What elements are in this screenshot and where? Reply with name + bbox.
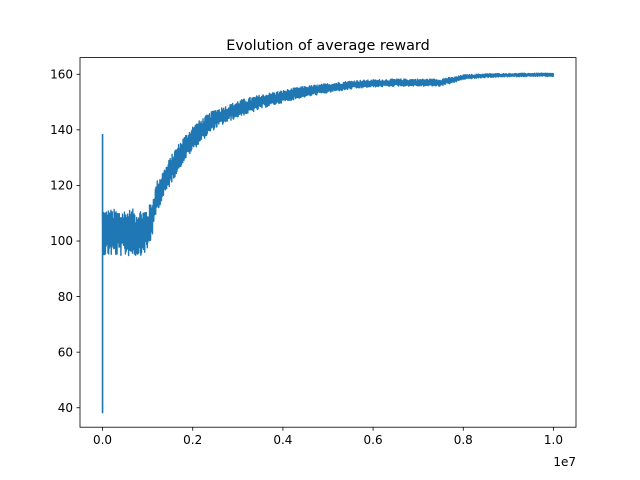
y-tick-label: 140 [50, 123, 73, 137]
x-tick-label: 1.0 [544, 433, 563, 447]
x-tick-label: 0.4 [273, 433, 292, 447]
x-tick-label: 0.8 [454, 433, 473, 447]
y-tick-label: 60 [58, 345, 73, 359]
x-tick-label: 0.6 [364, 433, 383, 447]
x-offset-label: 1e7 [553, 455, 576, 469]
y-tick-label: 100 [50, 234, 73, 248]
y-tick-label: 80 [58, 290, 73, 304]
axes-frame [79, 57, 577, 428]
chart-title: Evolution of average reward [226, 38, 429, 54]
y-tick-label: 160 [50, 67, 73, 81]
x-tick-label: 0.0 [93, 433, 112, 447]
axes [79, 57, 577, 428]
y-tick-label: 40 [58, 401, 73, 415]
y-tick-label: 120 [50, 179, 73, 193]
x-tick-label: 0.2 [183, 433, 202, 447]
series-line [101, 72, 555, 257]
x-axis-ticks: 0.0 0.2 0.4 0.6 0.8 1.0 [93, 427, 563, 447]
y-axis-ticks: 40 60 80 100 120 140 160 [50, 67, 80, 415]
plot-area [101, 72, 555, 414]
